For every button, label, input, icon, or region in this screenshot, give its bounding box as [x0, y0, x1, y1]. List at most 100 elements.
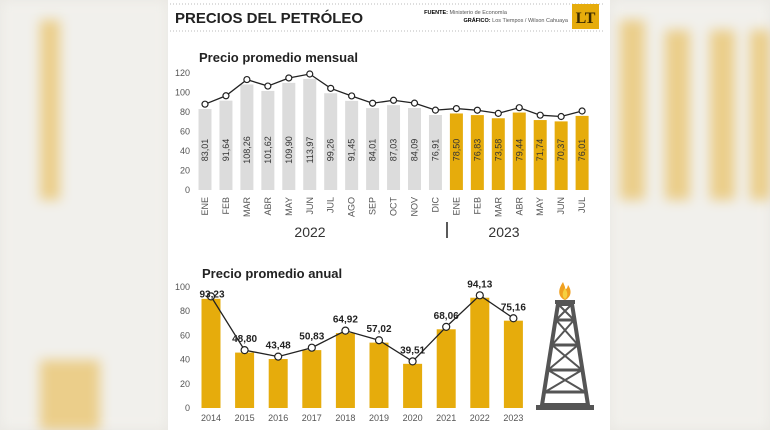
bar-value-label: 91,64: [221, 139, 231, 162]
bar: [303, 78, 317, 190]
bar-value-label: 87,03: [389, 139, 399, 162]
bar: [268, 359, 288, 408]
bar: [302, 350, 322, 408]
bar: [512, 112, 526, 190]
data-point: [494, 109, 502, 117]
x-tick-label: JUN: [305, 197, 315, 215]
blurred-background-left: [0, 0, 168, 430]
annual-chart: 0 20 40 60 80 100 2014 2015 2016 2017 2018 2019 2020…: [175, 279, 526, 423]
x-tick-label: MAY: [535, 197, 545, 216]
data-point: [369, 99, 377, 107]
data-point: [240, 346, 249, 355]
data-value-label: 75,16: [501, 302, 526, 313]
x-tick-label: OCT: [389, 197, 399, 217]
data-value-label: 68,06: [434, 311, 459, 322]
x-tick-label: 2020: [403, 413, 423, 423]
x-tick-label: ABR: [514, 197, 524, 216]
bar-value-label: 78,50: [451, 139, 461, 162]
x-tick-label: 2014: [201, 413, 221, 423]
data-point: [274, 352, 283, 361]
x-tick-label: 2018: [335, 413, 355, 423]
x-tick-label: MAY: [284, 197, 294, 216]
graphic-line: GRÁFICO: Los Tiempos / Wilson Cahuaya: [463, 17, 568, 24]
x-tick-label: 2023: [503, 413, 523, 423]
x-tick-label: ABR: [263, 197, 273, 216]
y-tick-label: 40: [180, 355, 190, 365]
graphic-label: GRÁFICO:: [463, 17, 490, 24]
bar: [436, 329, 456, 408]
data-point: [285, 74, 293, 82]
data-point: [327, 84, 335, 92]
y-tick-label: 120: [175, 68, 190, 78]
data-point: [431, 106, 440, 114]
bar-value-label: 84,09: [410, 139, 420, 162]
x-tick-label: 2017: [302, 413, 322, 423]
bar: [408, 108, 421, 190]
data-point: [264, 82, 272, 90]
x-tick-label: FEB: [221, 197, 231, 215]
bar-value-label: 109,90: [284, 136, 294, 164]
bar: [533, 120, 547, 190]
data-point: [201, 100, 209, 108]
data-point: [557, 112, 565, 121]
data-value-label: 50,83: [299, 332, 324, 343]
bar: [449, 113, 463, 190]
data-point: [374, 336, 384, 345]
data-point: [341, 326, 350, 335]
bar: [345, 100, 359, 190]
data-point: [442, 322, 451, 331]
y-tick-label: 20: [180, 379, 190, 389]
year-label: 2022: [294, 224, 325, 240]
y-tick-label: 0: [185, 185, 190, 195]
graphic-value: Los Tiempos / Wilson Cahuaya: [492, 18, 569, 24]
x-tick-label: AGO: [347, 197, 357, 217]
bar-value-label: 76,01: [577, 139, 587, 162]
bar: [282, 82, 296, 190]
bar: [335, 333, 355, 408]
x-tick-label: JUL: [577, 197, 587, 213]
x-tick-label: DIC: [430, 197, 440, 213]
annual-chart-title: Precio promedio anual: [202, 266, 342, 281]
x-tick-label: SEP: [368, 197, 378, 215]
bar-value-label: 91,45: [347, 139, 357, 162]
bar: [575, 115, 589, 190]
data-point: [389, 96, 398, 104]
bar-value-label: 79,44: [514, 139, 524, 162]
bar-value-label: 101,62: [263, 136, 273, 164]
data-point: [536, 111, 544, 119]
data-point: [306, 70, 314, 78]
oil-derrick-icon: [536, 282, 594, 410]
data-value-label: 94,13: [467, 279, 492, 290]
bar: [503, 320, 523, 408]
data-value-label: 48,80: [232, 334, 257, 345]
data-point: [475, 291, 484, 300]
data-point: [452, 104, 460, 113]
bar: [201, 298, 221, 408]
monthly-chart-title: Precio promedio mensual: [199, 50, 358, 65]
bar-value-label: 83,01: [200, 139, 210, 162]
x-tick-label: NOV: [410, 197, 420, 217]
y-tick-label: 0: [185, 403, 190, 413]
bar: [428, 115, 442, 190]
bar: [470, 115, 484, 190]
bar: [235, 352, 255, 408]
x-tick-label: 2016: [268, 413, 288, 423]
bar: [198, 109, 212, 190]
data-point: [515, 104, 523, 112]
bar: [491, 118, 505, 190]
data-point: [348, 92, 356, 100]
bar-value-label: 76,91: [430, 139, 440, 162]
data-point: [410, 99, 419, 107]
data-value-label: 64,92: [333, 315, 358, 326]
bar-value-label: 113,97: [305, 137, 315, 164]
year-label: 2023: [488, 224, 519, 240]
y-tick-label: 20: [180, 166, 190, 176]
data-value-label: 57,02: [366, 324, 391, 335]
bar: [387, 105, 401, 190]
bar: [261, 90, 275, 190]
y-tick-label: 60: [180, 330, 190, 340]
logo: LT: [572, 4, 599, 29]
x-tick-label: MAR: [493, 197, 503, 218]
bar-value-label: 108,26: [242, 136, 252, 164]
